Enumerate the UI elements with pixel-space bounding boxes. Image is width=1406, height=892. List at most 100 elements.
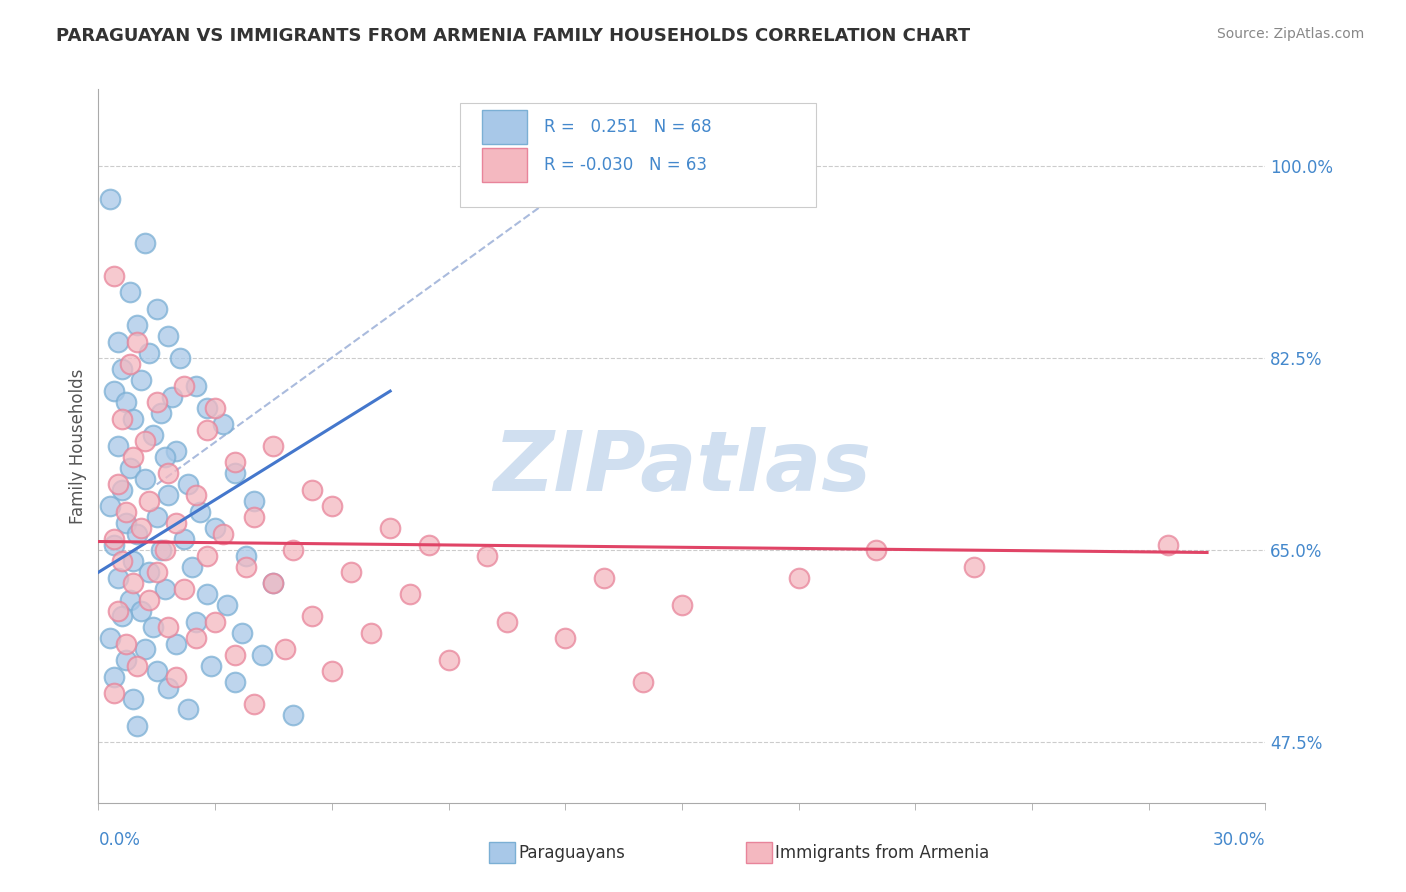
Point: [593, 571, 616, 585]
Point: [122, 411, 145, 425]
Point: [262, 576, 284, 591]
Point: [195, 423, 218, 437]
Point: [138, 494, 160, 508]
Point: [134, 642, 156, 657]
Point: [127, 526, 149, 541]
Point: [195, 401, 218, 415]
Point: [134, 434, 156, 448]
Point: [204, 521, 226, 535]
Point: [671, 598, 693, 612]
Point: [146, 395, 169, 409]
Point: [243, 494, 266, 508]
Text: 30.0%: 30.0%: [1213, 831, 1265, 849]
Text: R = -0.030   N = 63: R = -0.030 N = 63: [544, 156, 707, 174]
Point: [360, 625, 382, 640]
Point: [118, 461, 141, 475]
Point: [212, 526, 235, 541]
Point: [173, 582, 195, 596]
Point: [153, 450, 176, 464]
Text: Immigrants from Armenia: Immigrants from Armenia: [775, 844, 990, 862]
Point: [262, 576, 284, 591]
Point: [231, 625, 253, 640]
Text: ZIPatlas: ZIPatlas: [494, 427, 870, 508]
Point: [165, 669, 187, 683]
Point: [111, 554, 134, 568]
Point: [107, 439, 129, 453]
Point: [149, 543, 172, 558]
Point: [496, 615, 519, 629]
Point: [138, 345, 160, 359]
Point: [165, 637, 187, 651]
Point: [224, 455, 246, 469]
Point: [204, 401, 226, 415]
Point: [122, 554, 145, 568]
Point: [98, 500, 121, 514]
Point: [157, 488, 180, 502]
Point: [165, 516, 187, 530]
Point: [138, 592, 160, 607]
Point: [204, 615, 226, 629]
Y-axis label: Family Households: Family Households: [69, 368, 87, 524]
Point: [134, 235, 156, 250]
Point: [262, 439, 284, 453]
Point: [118, 285, 141, 300]
Point: [173, 533, 195, 547]
Point: [173, 378, 195, 392]
Point: [118, 592, 141, 607]
Point: [107, 477, 129, 491]
Point: [127, 658, 149, 673]
Point: [153, 582, 176, 596]
Point: [281, 708, 304, 723]
Point: [146, 510, 169, 524]
Point: [212, 417, 235, 431]
Point: [301, 483, 323, 497]
Point: [184, 378, 207, 392]
Point: [111, 483, 134, 497]
Point: [149, 406, 172, 420]
Text: Source: ZipAtlas.com: Source: ZipAtlas.com: [1216, 27, 1364, 41]
Point: [235, 549, 257, 563]
Point: [146, 566, 169, 580]
Point: [122, 691, 145, 706]
Point: [103, 538, 125, 552]
Point: [243, 510, 266, 524]
FancyBboxPatch shape: [460, 103, 815, 207]
Point: [250, 648, 273, 662]
Point: [157, 329, 180, 343]
Point: [146, 664, 169, 678]
Point: [177, 477, 200, 491]
Point: [195, 549, 218, 563]
FancyBboxPatch shape: [747, 842, 772, 863]
Point: [437, 653, 460, 667]
Point: [146, 301, 169, 316]
Point: [111, 609, 134, 624]
Point: [243, 697, 266, 711]
Point: [224, 675, 246, 690]
Point: [134, 472, 156, 486]
Point: [138, 566, 160, 580]
Point: [787, 571, 810, 585]
Point: [169, 351, 191, 366]
Point: [98, 631, 121, 645]
Point: [114, 516, 136, 530]
Point: [142, 620, 165, 634]
Point: [865, 543, 887, 558]
Text: 0.0%: 0.0%: [98, 831, 141, 849]
Point: [153, 543, 176, 558]
Point: [321, 664, 343, 678]
Point: [118, 357, 141, 371]
Point: [398, 587, 420, 601]
Text: R =   0.251   N = 68: R = 0.251 N = 68: [544, 118, 711, 136]
Point: [114, 505, 136, 519]
Point: [103, 384, 125, 398]
Point: [301, 609, 323, 624]
Point: [103, 533, 125, 547]
FancyBboxPatch shape: [489, 842, 515, 863]
Point: [340, 566, 363, 580]
Point: [321, 500, 343, 514]
Point: [107, 571, 129, 585]
Point: [215, 598, 238, 612]
Point: [122, 450, 145, 464]
Point: [631, 675, 654, 690]
Point: [103, 268, 125, 283]
